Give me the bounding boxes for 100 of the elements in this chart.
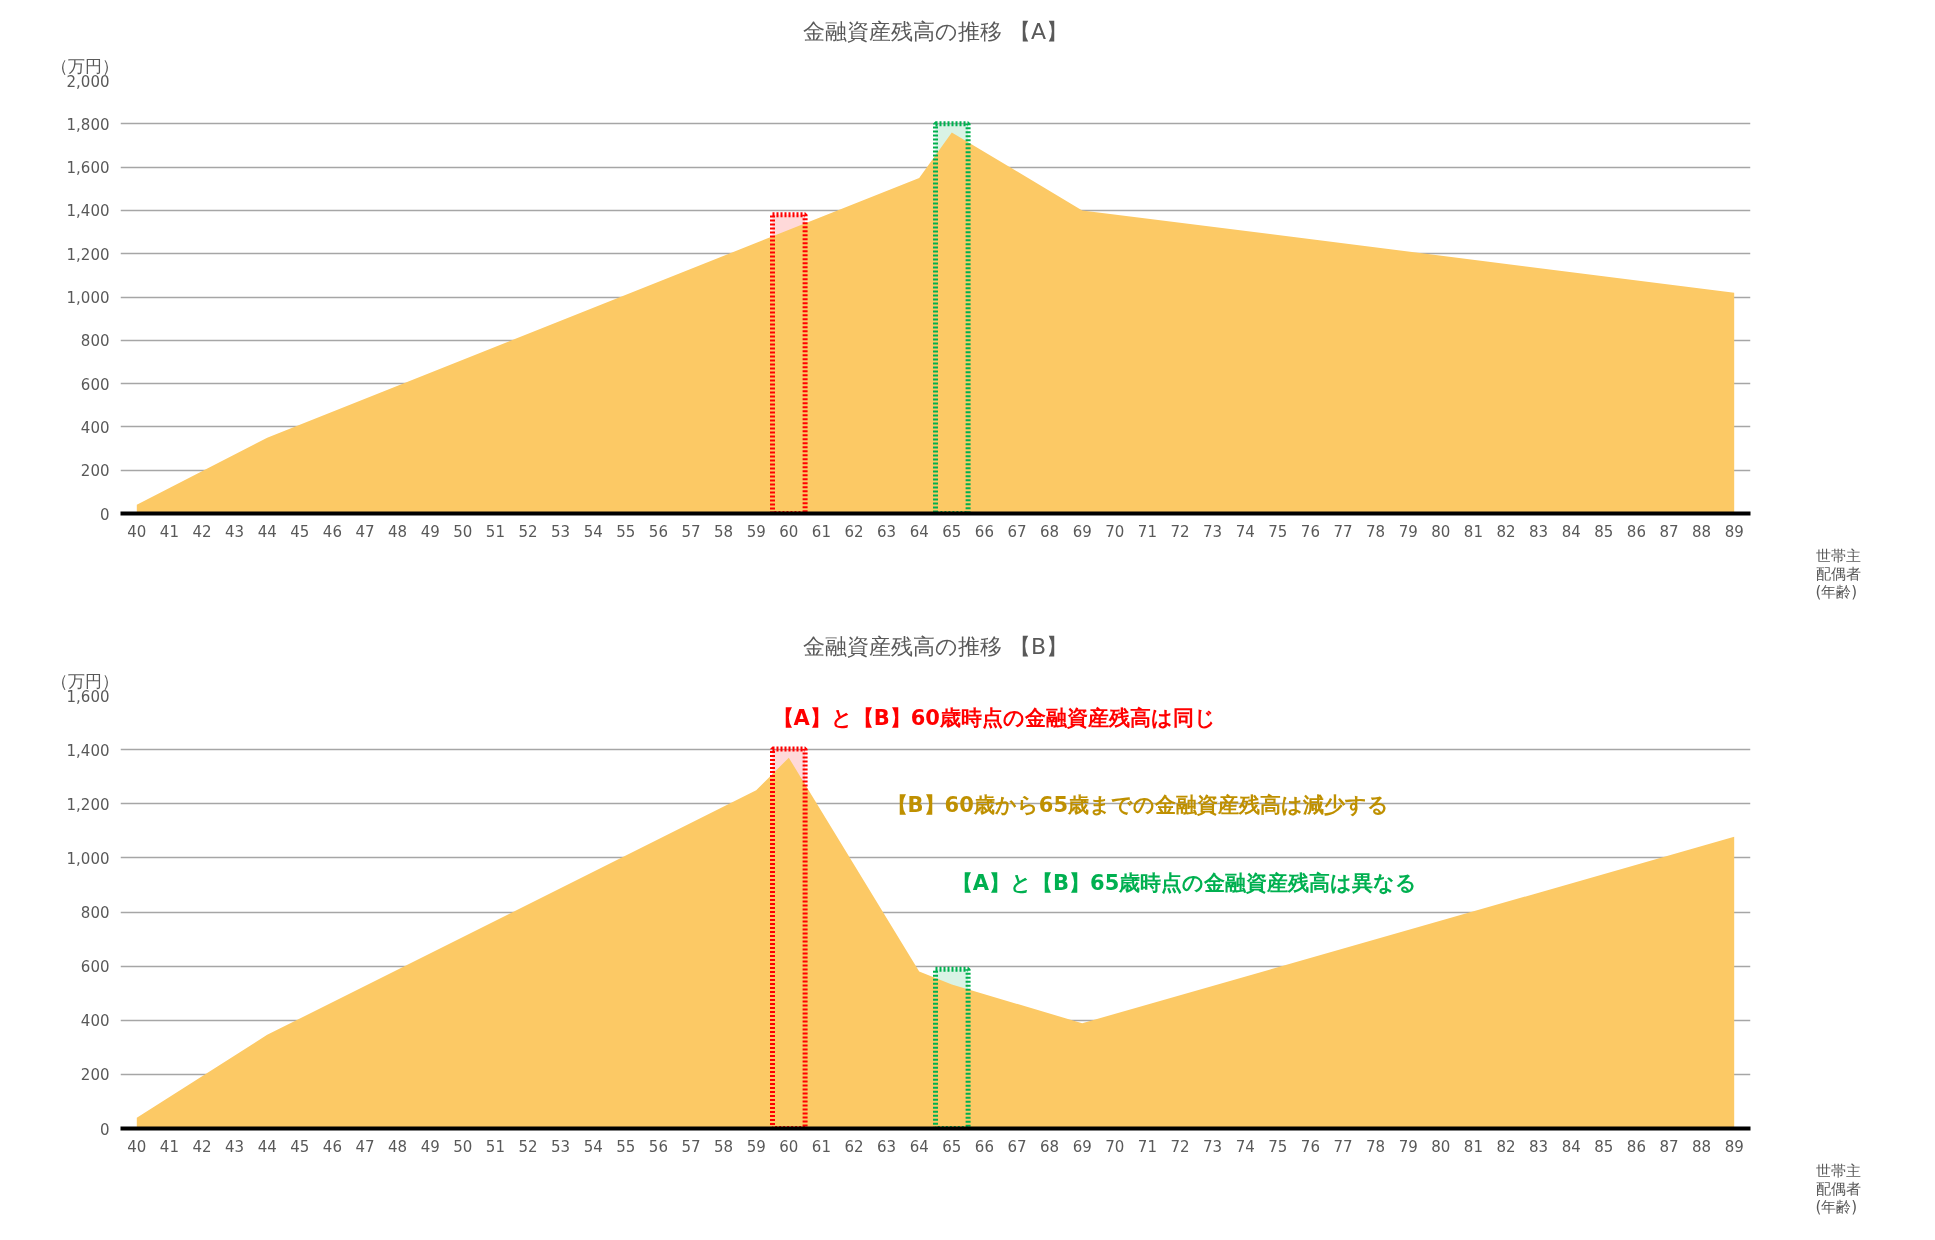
x-tick-label: 72 [1170, 522, 1190, 541]
annotation: 【A】と【B】65歳時点の金融資産残高は異なる [951, 870, 1418, 895]
x-tick-label: 85 [1594, 1137, 1614, 1156]
x-tick-label: 44 [257, 1137, 277, 1156]
y-tick-label: 1,200 [66, 245, 110, 264]
y-tick-label: 1,000 [66, 849, 110, 868]
x-tick-label: 80 [1431, 1137, 1451, 1156]
x-tick-label: 82 [1496, 522, 1516, 541]
chart-title: 金融資産残高の推移 【A】 [802, 18, 1069, 44]
x-tick-label: 70 [1105, 522, 1125, 541]
x-tick-label: 84 [1561, 1137, 1581, 1156]
x-tick-label: 82 [1496, 1137, 1516, 1156]
y-tick-label: 0 [99, 1120, 110, 1139]
x-tick-label: 77 [1333, 1137, 1353, 1156]
x-tick-label: 65 [942, 1137, 962, 1156]
x-tick-label: 63 [877, 522, 897, 541]
x-tick-label: 40 [127, 1137, 147, 1156]
x-tick-label: 89 [1724, 522, 1744, 541]
x-tick-label: 45 [290, 1137, 310, 1156]
x-tick-label: 67 [1007, 1137, 1027, 1156]
x-tick-label: 78 [1366, 522, 1386, 541]
y-tick-label: 1,400 [66, 741, 110, 760]
y-axis-title: （万円） [50, 55, 119, 76]
x-tick-label: 60 [779, 1137, 799, 1156]
y-tick-label: 400 [80, 1012, 110, 1031]
x-tick-label: 52 [518, 1137, 538, 1156]
x-tick-label: 83 [1529, 522, 1549, 541]
x-tick-label: 41 [159, 1137, 179, 1156]
x-tick-label: 49 [420, 1137, 440, 1156]
x-tick-label: 70 [1105, 1137, 1125, 1156]
x-tick-label: 64 [909, 1137, 929, 1156]
x-tick-label: 77 [1333, 522, 1353, 541]
x-tick-label: 72 [1170, 1137, 1190, 1156]
x-tick-label: 59 [746, 522, 766, 541]
y-axis-title: （万円） [50, 670, 119, 691]
x-tick-label: 60 [779, 522, 799, 541]
x-tick-label: 71 [1137, 522, 1157, 541]
x-tick-label: 67 [1007, 522, 1027, 541]
x-tick-label: 43 [225, 1137, 245, 1156]
x-tick-label: 57 [681, 522, 701, 541]
x-tick-label: 87 [1659, 1137, 1679, 1156]
x-tick-label: 80 [1431, 522, 1451, 541]
x-tick-label: 73 [1203, 1137, 1223, 1156]
x-tick-label: 45 [290, 522, 310, 541]
x-tick-label: 74 [1235, 1137, 1255, 1156]
y-tick-label: 0 [99, 505, 110, 524]
x-tick-label: 84 [1561, 522, 1581, 541]
x-tick-label: 86 [1626, 522, 1646, 541]
x-tick-label: 76 [1300, 522, 1320, 541]
y-tick-label: 800 [80, 332, 110, 351]
x-tick-label: 57 [681, 1137, 701, 1156]
x-tick-label: 47 [355, 1137, 375, 1156]
x-tick-label: 85 [1594, 522, 1614, 541]
x-tick-label: 75 [1268, 1137, 1288, 1156]
x-tick-label: 69 [1072, 1137, 1092, 1156]
x-tick-label: 53 [551, 522, 571, 541]
x-tick-label: 88 [1692, 1137, 1712, 1156]
annotation: 【A】と【B】60歳時点の金融資産残高は同じ [772, 706, 1216, 731]
x-axis-title: 世帯主配偶者(年齢) [1815, 1161, 1861, 1216]
x-tick-label: 73 [1203, 522, 1223, 541]
x-tick-label: 61 [811, 1137, 831, 1156]
x-tick-label: 79 [1398, 522, 1418, 541]
x-tick-label: 47 [355, 522, 375, 541]
y-tick-label: 1,200 [66, 795, 110, 814]
x-tick-label: 56 [648, 1137, 668, 1156]
x-tick-label: 79 [1398, 1137, 1418, 1156]
x-tick-label: 65 [942, 522, 962, 541]
x-tick-label: 81 [1463, 1137, 1483, 1156]
x-tick-label: 75 [1268, 522, 1288, 541]
y-tick-label: 400 [80, 418, 110, 437]
x-axis-title: 世帯主配偶者(年齢) [1815, 546, 1861, 601]
x-tick-label: 46 [322, 1137, 342, 1156]
x-tick-label: 74 [1235, 522, 1255, 541]
x-tick-label: 61 [811, 522, 831, 541]
x-tick-label: 88 [1692, 522, 1712, 541]
x-tick-label: 76 [1300, 1137, 1320, 1156]
annotation: 【B】60歳から65歳までの金融資産残高は減少する [886, 792, 1390, 817]
y-tick-label: 200 [80, 462, 110, 481]
x-tick-label: 44 [257, 522, 277, 541]
y-tick-label: 1,400 [66, 202, 110, 221]
x-tick-label: 40 [127, 522, 147, 541]
x-tick-label: 51 [485, 522, 505, 541]
x-tick-label: 78 [1366, 1137, 1386, 1156]
x-tick-label: 69 [1072, 522, 1092, 541]
x-tick-label: 56 [648, 522, 668, 541]
x-tick-label: 46 [322, 522, 342, 541]
x-tick-label: 43 [225, 522, 245, 541]
x-tick-label: 58 [714, 1137, 734, 1156]
x-tick-label: 89 [1724, 1137, 1744, 1156]
x-tick-label: 49 [420, 522, 440, 541]
x-tick-label: 53 [551, 1137, 571, 1156]
x-tick-label: 48 [388, 522, 408, 541]
x-tick-label: 81 [1463, 522, 1483, 541]
x-tick-label: 42 [192, 1137, 212, 1156]
y-tick-label: 600 [80, 958, 110, 977]
x-tick-label: 66 [974, 522, 994, 541]
x-tick-label: 55 [616, 522, 636, 541]
x-tick-label: 63 [877, 1137, 897, 1156]
x-tick-label: 42 [192, 522, 212, 541]
x-tick-label: 59 [746, 1137, 766, 1156]
